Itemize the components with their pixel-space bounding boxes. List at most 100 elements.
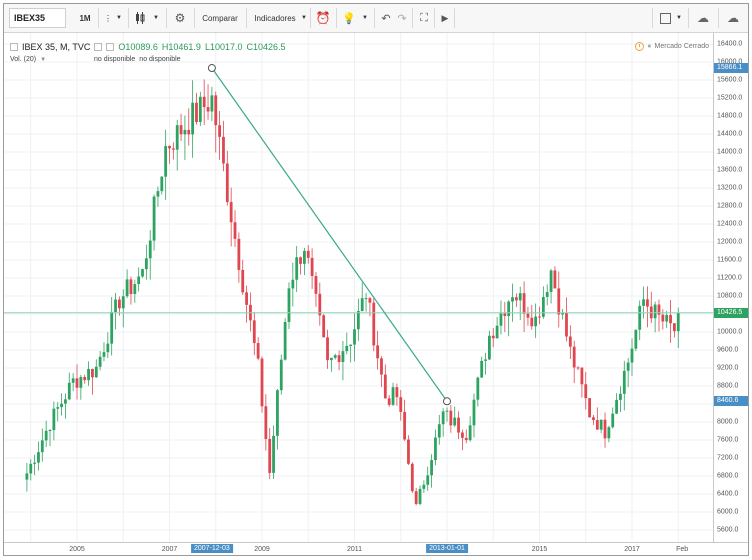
price-tick-label: 12000.0	[717, 238, 743, 246]
price-chart[interactable]	[4, 33, 713, 542]
price-tick-label: 6000.0	[717, 508, 739, 516]
play-icon[interactable]: ▶	[441, 12, 449, 23]
toolbar-divider	[454, 8, 455, 28]
trendline-start-handle[interactable]	[207, 64, 216, 73]
candle	[634, 329, 638, 352]
interval-dropdown-chevron-icon[interactable]: ▼	[116, 15, 122, 21]
candle	[472, 393, 476, 438]
candle	[168, 145, 171, 164]
candle	[218, 111, 222, 160]
candle	[272, 425, 275, 480]
candle	[391, 382, 395, 406]
candle	[541, 286, 545, 319]
undo-icon[interactable]: ↶	[381, 12, 391, 25]
candle	[468, 416, 472, 442]
indicators-button[interactable]: Indicadores	[254, 13, 296, 23]
more-intervals-icon[interactable]: ⋮	[104, 13, 112, 23]
volume-label: Vol. (20)	[10, 56, 37, 63]
candle	[356, 298, 360, 341]
price-tick-label: 9200.0	[717, 364, 739, 372]
candle	[403, 399, 407, 441]
price-tick-label: 16400.0	[717, 40, 743, 48]
candle	[507, 300, 511, 337]
volume-value-1: no disponible	[94, 56, 136, 63]
series-legend: IBEX 35, M, TVC O10089.6 H10461.9 L10017…	[10, 42, 286, 52]
candle	[580, 367, 584, 398]
trendline	[211, 67, 448, 402]
alarm-clock-icon[interactable]: ⏰	[315, 11, 331, 25]
candle	[615, 393, 618, 415]
candle	[40, 428, 44, 462]
volume-add-icon[interactable]	[72, 56, 79, 63]
volume-chevron-icon[interactable]: ▼	[40, 56, 47, 63]
candle	[52, 401, 56, 441]
candle	[241, 259, 245, 296]
symbol-search-input[interactable]: IBEX35	[9, 8, 66, 28]
candle	[121, 289, 125, 328]
candle	[133, 279, 137, 303]
candle	[441, 408, 445, 437]
market-status-label: Mercado Cerrado	[654, 43, 709, 50]
price-tick-label: 12800.0	[717, 202, 743, 210]
price-tick-label: 8800.0	[717, 382, 739, 390]
volume-value-2: no disponible	[139, 56, 181, 63]
candle	[83, 374, 87, 384]
fullscreen-icon[interactable]: ⛶	[420, 11, 428, 24]
gear-icon[interactable]: ⚙	[174, 11, 186, 25]
candle	[87, 361, 90, 386]
candle	[183, 115, 187, 161]
layout-dropdown-chevron-icon[interactable]: ▼	[676, 15, 682, 21]
compare-button[interactable]: Comparar	[202, 13, 238, 23]
cloud-save-icon[interactable]: ☁	[727, 11, 739, 25]
candle	[71, 373, 75, 392]
price-tick-label: 14800.0	[717, 112, 743, 120]
volume-legend: Vol. (20) ▼ no disponible no disponible	[10, 56, 181, 63]
candle	[249, 292, 252, 332]
chart-pane[interactable]: IBEX 35, M, TVC O10089.6 H10461.9 L10017…	[4, 33, 713, 542]
price-tick-label: 12400.0	[717, 220, 743, 228]
candle	[94, 359, 98, 378]
price-axis[interactable]: 16400.0 16000.0 15600.0 15200.0 14800.0 14400…	[713, 33, 748, 542]
candle	[264, 394, 268, 451]
candle	[445, 407, 449, 422]
volume-close-icon[interactable]	[83, 56, 90, 63]
volume-eye-icon[interactable]	[50, 56, 57, 63]
legend-eye-icon[interactable]	[94, 43, 103, 51]
time-badge-end: 2013-01-01	[426, 544, 468, 553]
chart-style-dropdown-chevron-icon[interactable]: ▼	[153, 15, 159, 21]
redo-icon[interactable]: ↷	[397, 12, 407, 25]
trendline-end-handle[interactable]	[443, 397, 451, 406]
legend-settings-icon[interactable]	[106, 43, 115, 51]
candle	[669, 299, 672, 343]
time-axis[interactable]: 2005 2007 2009 2011 2015 2017 Feb 2007-12-03 201…	[4, 542, 748, 555]
lightbulb-icon[interactable]: 💡	[342, 12, 356, 25]
candle	[434, 429, 437, 466]
candle	[676, 307, 680, 348]
price-tick-label: 10000.0	[717, 328, 743, 336]
candle	[222, 120, 225, 172]
candle	[364, 292, 368, 312]
price-tick-label: 14400.0	[717, 130, 743, 138]
ideas-dropdown-chevron-icon[interactable]: ▼	[362, 15, 368, 21]
candle	[345, 332, 349, 355]
candle	[383, 364, 387, 399]
candle	[672, 323, 676, 338]
candle	[48, 429, 52, 447]
candle	[495, 316, 499, 339]
indicators-dropdown-chevron-icon[interactable]: ▼	[301, 15, 307, 21]
candle	[37, 441, 40, 471]
candle	[565, 297, 568, 342]
time-tick-label: 2017	[624, 546, 640, 553]
candle	[214, 91, 218, 153]
candle	[457, 411, 460, 440]
cloud-load-icon[interactable]: ☁	[697, 11, 709, 25]
layout-square-icon[interactable]	[657, 8, 673, 28]
candles-style-icon[interactable]	[132, 8, 148, 28]
candle	[619, 386, 622, 413]
volume-settings-icon[interactable]	[61, 56, 68, 63]
candle	[630, 338, 634, 376]
candle	[353, 313, 356, 362]
collapse-legend-icon[interactable]	[10, 43, 18, 51]
interval-button[interactable]: 1M	[79, 13, 91, 23]
toolbar-divider	[166, 8, 167, 28]
